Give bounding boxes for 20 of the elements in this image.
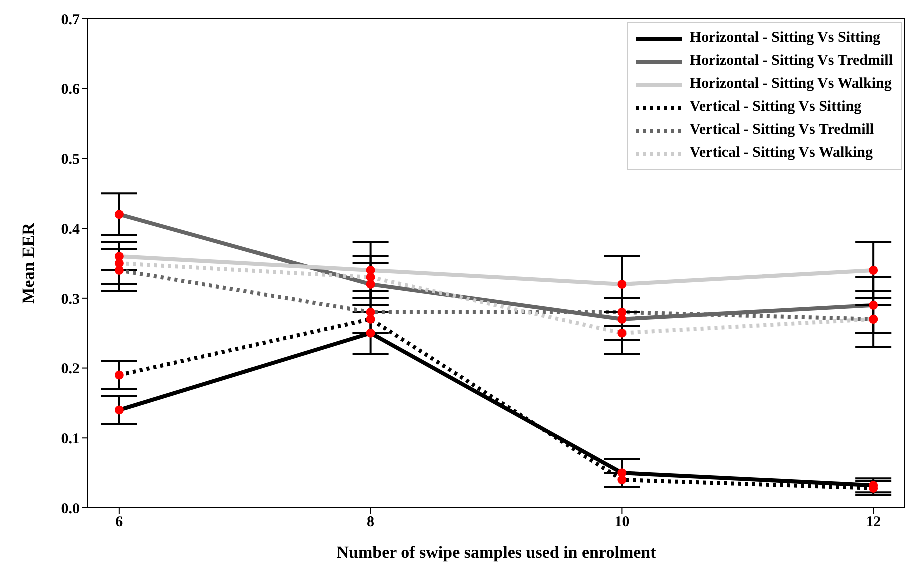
y-tick-label: 0.5 <box>61 152 80 168</box>
y-tick-label: 0.4 <box>61 222 80 238</box>
legend-label: Horizontal - Sitting Vs Sitting <box>690 30 880 47</box>
x-tick-label: 10 <box>614 514 630 531</box>
x-axis-title: Number of swipe samples used in enrolment <box>336 543 657 562</box>
x-tick-label: 6 <box>116 514 124 531</box>
y-tick-label: 0.1 <box>61 431 80 448</box>
legend-label: Vertical - Sitting Vs Tredmill <box>690 122 874 139</box>
x-tick-label: 12 <box>866 514 882 531</box>
legend-label: Horizontal - Sitting Vs Tredmill <box>690 53 893 70</box>
legend-label: Horizontal - Sitting Vs Walking <box>690 76 892 93</box>
y-tick-label: 0.6 <box>61 82 80 98</box>
y-axis-title: Mean EER <box>19 222 38 304</box>
y-tick-label: 0.2 <box>61 362 80 378</box>
y-tick-label: 0.0 <box>61 501 80 518</box>
legend-label: Vertical - Sitting Vs Sitting <box>690 99 862 116</box>
y-tick-label: 0.3 <box>61 292 80 308</box>
y-tick-label: 0.7 <box>61 12 80 28</box>
x-tick-label: 8 <box>367 514 375 531</box>
legend-label: Vertical - Sitting Vs Walking <box>690 145 874 162</box>
